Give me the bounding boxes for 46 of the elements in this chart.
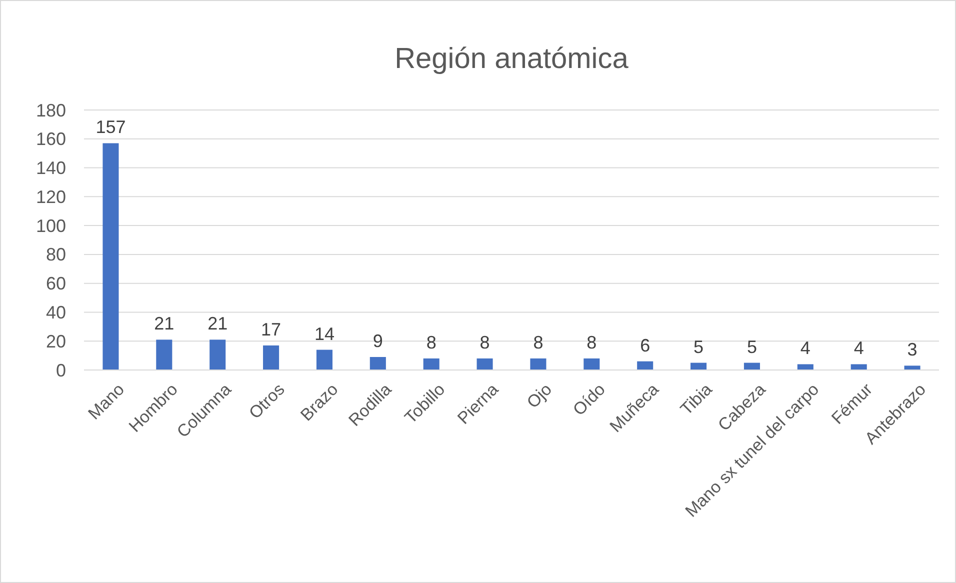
data-label: 14 — [314, 324, 334, 344]
y-tick-label: 60 — [46, 274, 66, 294]
y-tick-label: 40 — [46, 302, 66, 323]
data-label: 6 — [640, 335, 650, 356]
y-tick-label: 0 — [56, 360, 66, 380]
data-label: 9 — [372, 331, 383, 351]
bar — [423, 358, 440, 370]
data-label: 21 — [208, 314, 228, 334]
x-tick-label: Tibia — [676, 379, 716, 419]
bar — [797, 364, 814, 370]
y-tick-label: 120 — [36, 186, 66, 207]
data-label: 5 — [746, 336, 757, 357]
data-label: 21 — [154, 314, 174, 334]
data-label: 5 — [694, 336, 704, 357]
data-label: 8 — [426, 332, 436, 352]
bar — [637, 361, 654, 370]
y-tick-label: 180 — [36, 100, 66, 120]
data-label: 17 — [261, 319, 282, 340]
bar — [263, 345, 280, 370]
y-tick-label: 140 — [36, 158, 66, 178]
bar — [210, 340, 226, 370]
bar — [156, 340, 172, 370]
x-tick-label: Oído — [569, 380, 609, 420]
bar — [316, 350, 332, 370]
y-tick-label: 160 — [36, 129, 66, 150]
bar — [904, 366, 920, 370]
bar — [744, 362, 760, 370]
y-tick-label: 20 — [46, 331, 66, 352]
y-tick-label: 80 — [46, 244, 66, 265]
data-label: 4 — [800, 338, 810, 358]
data-label: 8 — [480, 332, 490, 352]
bar — [476, 358, 493, 370]
bar — [102, 143, 119, 370]
data-label: 8 — [586, 332, 597, 352]
y-tick-label: 100 — [36, 216, 66, 236]
bar — [370, 357, 386, 370]
data-label: 3 — [907, 340, 918, 360]
bar — [850, 364, 867, 370]
data-label: 157 — [96, 117, 126, 138]
bar — [530, 358, 546, 370]
chart-title: Región anatómica — [394, 43, 630, 75]
bar — [584, 358, 600, 370]
x-tick-label: Ojo — [523, 380, 556, 412]
data-label: 8 — [533, 332, 544, 352]
bar — [690, 362, 707, 370]
data-label: 4 — [854, 338, 864, 358]
